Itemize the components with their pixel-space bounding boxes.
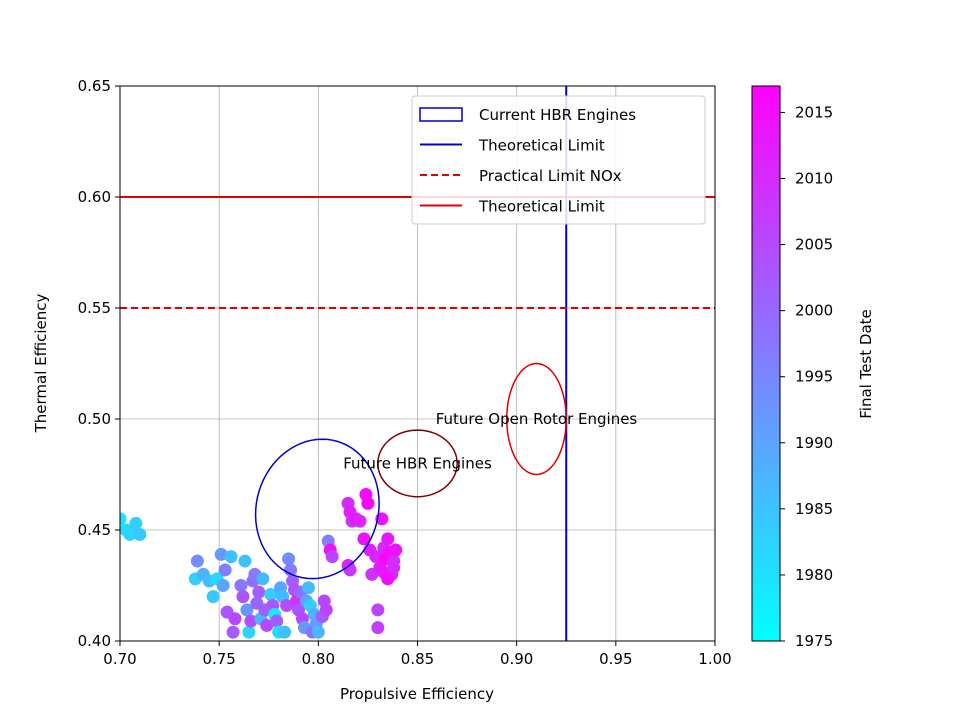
data-point (133, 527, 147, 541)
data-point (120, 512, 127, 526)
data-point (228, 612, 242, 626)
data-point (371, 603, 385, 617)
data-point (236, 590, 250, 604)
data-point (278, 625, 292, 639)
data-point (311, 625, 325, 639)
y-axis-ticks: 0.40 0.45 0.50 0.55 0.60 0.65 (78, 77, 120, 650)
colorbar-tick-label: 2010 (795, 170, 833, 188)
data-point (256, 572, 270, 586)
colorbar-tick-label: 1975 (795, 632, 833, 650)
data-points (120, 487, 403, 639)
data-point (242, 625, 256, 639)
x-tick-label: 0.75 (202, 650, 235, 668)
data-point (387, 561, 401, 575)
colorbar-tick-label: 1980 (795, 566, 833, 584)
x-tick-label: 1.00 (698, 650, 731, 668)
data-point (325, 550, 339, 564)
data-point (363, 543, 377, 557)
x-tick-label: 0.85 (401, 650, 434, 668)
colorbar-gradient (751, 85, 781, 642)
data-point (206, 590, 220, 604)
data-point (224, 550, 238, 564)
legend-swatch (419, 107, 463, 122)
y-tick-label: 0.60 (78, 188, 111, 206)
colorbar: 1975 1980 1985 1990 1995 2000 2005 2010 2015 Fin… (751, 85, 875, 650)
data-point (381, 572, 395, 586)
y-tick-label: 0.45 (78, 521, 111, 539)
data-point (216, 579, 230, 592)
y-tick-label: 0.50 (78, 410, 111, 428)
data-point (381, 532, 395, 546)
legend-box (411, 95, 706, 225)
data-point (361, 496, 375, 510)
data-point (244, 614, 258, 628)
annotations: Future HBR Engines Future Open Rotor Engi… (343, 410, 637, 472)
data-point (260, 618, 274, 632)
data-point (389, 543, 403, 557)
legend-label: Theoretical Limit (478, 198, 605, 216)
colorbar-tick-label: 2000 (795, 302, 833, 320)
data-point (218, 563, 232, 577)
data-point (282, 552, 296, 566)
x-tick-label: 0.70 (103, 650, 136, 668)
x-tick-label: 0.80 (302, 650, 335, 668)
colorbar-tick-label: 1985 (795, 500, 833, 518)
data-point (214, 547, 228, 561)
annotation-label: Future Open Rotor Engines (436, 410, 638, 428)
data-point (371, 621, 385, 635)
data-point (270, 614, 284, 628)
data-point (284, 563, 298, 577)
legend-label: Theoretical Limit (478, 137, 605, 155)
current-hbr-ellipse (254, 438, 380, 580)
colorbar-tick-label: 1995 (795, 368, 833, 386)
data-point (129, 516, 143, 530)
colorbar-label: Final Test Date (857, 309, 875, 419)
data-point (280, 598, 294, 612)
colorbar-ticks: 1975 1980 1985 1990 1995 2000 2005 2010 2015 (780, 103, 833, 650)
x-axis-label: Propulsive Efficiency (340, 685, 494, 703)
annotation-label: Future HBR Engines (343, 454, 492, 472)
y-tick-label: 0.65 (78, 77, 111, 95)
legend: Current HBR Engines Theoretical Limit Prac… (411, 95, 706, 225)
legend-label: Practical Limit NOx (479, 167, 622, 185)
y-axis-label: Thermal Efficiency (32, 293, 50, 433)
y-tick-label: 0.40 (78, 632, 111, 650)
data-point (238, 554, 252, 568)
future-hbr-ellipse (377, 429, 458, 498)
data-point (301, 581, 315, 595)
colorbar-tick-label: 2005 (795, 236, 833, 254)
data-point (264, 587, 278, 601)
region-ellipses (254, 362, 568, 580)
data-point (353, 514, 367, 528)
x-tick-label: 0.90 (500, 650, 533, 668)
data-point (357, 532, 371, 546)
legend-label: Current HBR Engines (479, 106, 636, 124)
data-point (240, 603, 254, 617)
x-tick-label: 0.95 (599, 650, 632, 668)
x-axis-ticks: 0.70 0.75 0.80 0.85 0.90 0.95 1.00 (103, 641, 732, 668)
data-point (190, 554, 204, 568)
data-point (319, 603, 333, 617)
colorbar-tick-label: 1990 (795, 434, 833, 452)
data-point (123, 527, 137, 541)
colorbar-tick-label: 2015 (795, 103, 833, 121)
future-open-rotor-ellipse (505, 362, 568, 476)
data-point (226, 625, 240, 639)
data-point (234, 579, 248, 592)
y-tick-label: 0.55 (78, 299, 111, 317)
data-point (252, 585, 266, 599)
